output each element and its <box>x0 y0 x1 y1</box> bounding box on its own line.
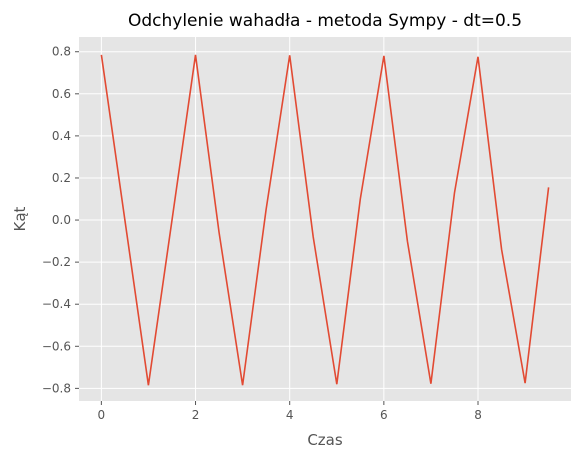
x-axis-label: Czas <box>307 431 343 449</box>
x-tick-label: 6 <box>380 408 388 422</box>
x-ticks: 0 2 4 6 8 <box>98 401 482 422</box>
x-tick-label: 8 <box>474 408 482 422</box>
chart-title: Odchylenie wahadła - metoda Sympy - dt=0… <box>128 11 522 31</box>
y-tick-label: −0.4 <box>42 297 71 311</box>
plot-area <box>79 37 571 401</box>
y-tick-label: −0.8 <box>42 381 71 395</box>
y-tick-label: −0.6 <box>42 339 71 353</box>
x-tick-label: 2 <box>192 408 200 422</box>
x-tick-label: 0 <box>98 408 106 422</box>
y-axis-label: Kąt <box>11 206 29 231</box>
y-tick-label: 0.4 <box>52 129 71 143</box>
y-tick-label: 0.0 <box>52 213 71 227</box>
series-layer <box>100 54 550 386</box>
grid-lines <box>79 37 571 401</box>
y-tick-label: 0.8 <box>52 45 71 59</box>
x-tick-label: 4 <box>286 408 294 422</box>
y-ticks: −0.8 −0.6 −0.4 −0.2 0.0 0.2 0.4 0.6 0.8 <box>42 45 79 395</box>
series-line <box>100 54 550 386</box>
y-tick-label: 0.6 <box>52 87 71 101</box>
y-tick-label: −0.2 <box>42 255 71 269</box>
y-tick-label: 0.2 <box>52 171 71 185</box>
